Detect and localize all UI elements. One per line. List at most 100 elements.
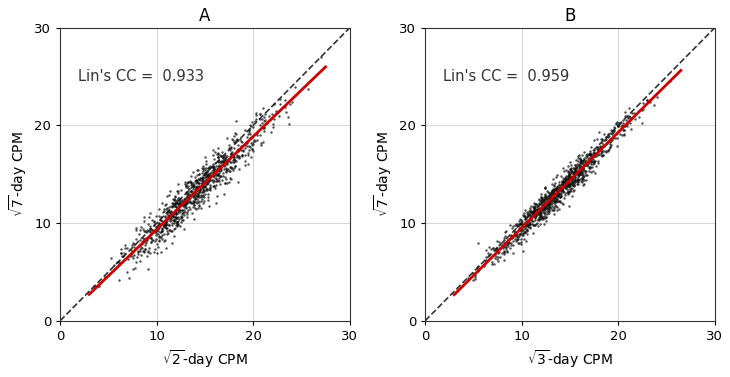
Point [212,177,224,183]
Point [561,179,573,185]
Point [552,188,564,195]
Point [553,192,564,198]
Point [212,152,224,158]
Point [215,160,227,166]
Point [128,252,140,258]
Point [245,123,257,129]
Point [585,158,596,164]
Point [537,196,548,202]
Point [172,221,184,227]
Point [223,142,234,148]
Point [559,175,571,181]
Point [252,132,264,138]
Point [170,210,182,216]
Point [193,192,204,198]
Point [180,195,191,201]
Point [562,169,574,175]
Point [539,205,551,211]
Point [550,194,562,200]
Point [574,165,585,171]
Point [568,182,580,188]
Point [527,204,539,210]
Point [263,113,274,119]
Point [548,182,559,188]
Point [199,182,211,188]
Point [502,236,514,242]
Point [193,189,205,195]
Point [569,170,581,176]
Point [289,84,301,90]
Point [577,164,588,170]
Point [526,221,537,227]
Point [570,166,582,172]
Point [593,146,604,152]
Point [233,154,245,160]
Point [568,173,580,179]
Point [493,242,504,248]
Point [246,134,258,140]
Point [175,187,187,193]
Point [564,189,575,195]
Point [580,154,592,160]
Point [527,208,539,215]
Point [164,218,175,224]
Point [196,179,208,185]
Point [491,238,502,244]
Point [196,196,208,202]
Point [531,224,543,230]
Point [239,152,250,158]
Point [563,183,575,189]
Point [536,196,548,202]
Point [522,212,534,218]
Point [637,106,649,112]
Point [538,196,550,202]
Point [182,198,193,204]
Point [250,110,262,116]
Point [169,217,180,223]
Point [534,209,546,215]
Point [548,186,560,192]
Point [533,205,545,211]
Point [204,177,215,183]
Point [212,169,223,175]
Point [223,158,234,164]
Point [591,163,602,169]
Point [241,143,253,149]
Point [213,164,225,170]
Point [602,147,614,153]
Point [224,175,236,181]
Point [556,179,568,185]
Point [480,258,491,264]
Point [219,159,231,165]
Point [527,209,539,215]
Point [535,213,547,219]
Point [244,144,256,150]
Point [153,213,165,219]
Point [165,208,177,214]
Point [574,163,585,169]
Point [258,124,269,130]
Point [208,171,220,177]
Point [232,141,244,147]
Point [585,152,597,158]
Point [623,113,634,119]
Point [544,199,556,205]
Point [572,172,584,178]
Point [220,176,231,182]
Point [181,190,193,196]
Point [223,179,235,185]
Point [172,201,183,207]
Point [510,228,521,234]
Point [578,167,590,173]
Point [178,211,190,218]
Point [569,170,580,176]
Point [202,165,214,171]
Point [588,158,599,164]
Point [515,216,526,222]
Point [599,137,611,143]
Point [578,155,590,161]
Point [545,201,556,207]
Point [569,170,581,176]
Point [611,120,623,126]
Point [192,193,204,199]
